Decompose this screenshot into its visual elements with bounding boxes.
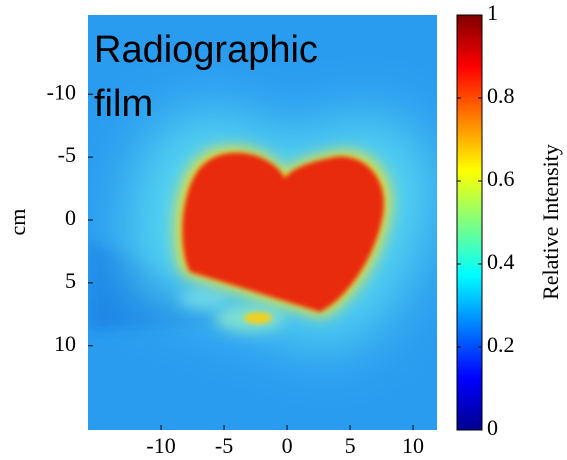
colorbar-label: Relative Intensity <box>538 144 563 300</box>
colorbar-tick-label: 0 <box>487 415 498 440</box>
colorbar-tick-label: 1 <box>487 0 498 25</box>
colorbar <box>456 14 483 431</box>
x-tick-label: -5 <box>215 433 233 458</box>
y-tick-label: 10 <box>54 331 76 356</box>
colorbar-tick-label: 0.6 <box>487 166 515 191</box>
y-tick-label: -10 <box>47 79 76 104</box>
colorbar-tick-label: 0.8 <box>487 83 515 108</box>
film-image <box>88 15 437 430</box>
annotation: Radiographic <box>94 29 318 71</box>
y-tick-label: -5 <box>58 142 76 167</box>
y-tick-label: 5 <box>65 268 76 293</box>
x-tick-label: -10 <box>146 433 175 458</box>
colorbar-tick-label: 0.4 <box>487 249 515 274</box>
annotation: film <box>94 83 153 125</box>
x-tick-label: 0 <box>282 433 293 458</box>
x-tick-label: 5 <box>345 433 356 458</box>
x-tick-label: 10 <box>402 433 424 458</box>
y-tick-label: 0 <box>65 205 76 230</box>
y-axis-label: cm <box>5 209 30 236</box>
colorbar-tick-label: 0.2 <box>487 332 515 357</box>
